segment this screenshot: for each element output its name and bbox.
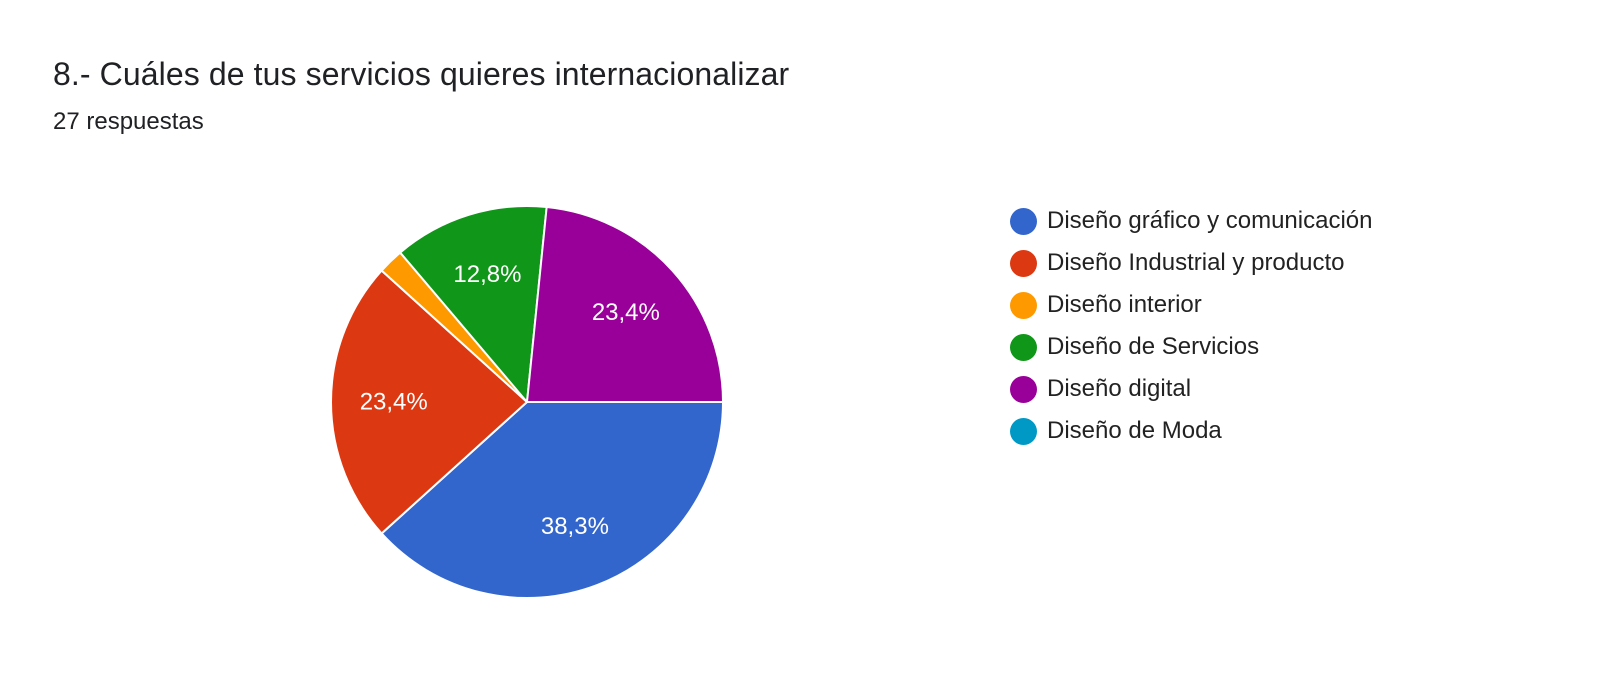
legend-item-diseno-de-moda: Diseño de Moda — [1010, 410, 1373, 452]
legend-item-diseno-de-servicios: Diseño de Servicios — [1010, 326, 1373, 368]
response-count: 27 respuestas — [53, 108, 204, 135]
legend-label: Diseño digital — [1047, 375, 1192, 402]
legend-label: Diseño de Moda — [1047, 417, 1222, 444]
legend-swatch-icon — [1010, 417, 1037, 445]
legend-swatch-icon — [1010, 207, 1037, 235]
legend-label: Diseño gráfico y comunicación — [1047, 207, 1373, 234]
pie-slice-diseno-industrial-y-producto — [330, 269, 528, 535]
legend-label: Diseño interior — [1047, 291, 1202, 318]
legend-label: Diseño de Servicios — [1047, 333, 1260, 360]
legend-swatch-icon — [1010, 375, 1037, 403]
chart-legend: Diseño gráfico y comunicación Diseño Indu… — [1010, 200, 1373, 452]
pie-slice-diseno-digital — [526, 205, 724, 403]
slice-label-diseno-industrial-y-producto: 23,4% — [360, 389, 428, 416]
pie-slice-diseno-de-servicios — [399, 205, 548, 403]
slice-label-diseno-grafico-y-comunicacion: 38,3% — [541, 513, 609, 540]
legend-swatch-icon — [1010, 291, 1037, 319]
legend-item-diseno-grafico-y-comunicacion: Diseño gráfico y comunicación — [1010, 200, 1373, 242]
pie-slice-diseno-grafico-y-comunicacion — [380, 401, 724, 599]
legend-item-diseno-digital: Diseño digital — [1010, 368, 1373, 410]
slice-label-diseno-de-servicios: 12,8% — [453, 261, 521, 288]
legend-swatch-icon — [1010, 249, 1037, 277]
legend-swatch-icon — [1010, 333, 1037, 361]
legend-item-diseno-interior: Diseño interior — [1010, 284, 1373, 326]
slice-label-diseno-digital: 23,4% — [592, 299, 660, 326]
legend-item-diseno-industrial-y-producto: Diseño Industrial y producto — [1010, 242, 1373, 284]
question-title: 8.- Cuáles de tus servicios quieres inte… — [53, 56, 790, 92]
legend-label: Diseño Industrial y producto — [1047, 249, 1345, 276]
